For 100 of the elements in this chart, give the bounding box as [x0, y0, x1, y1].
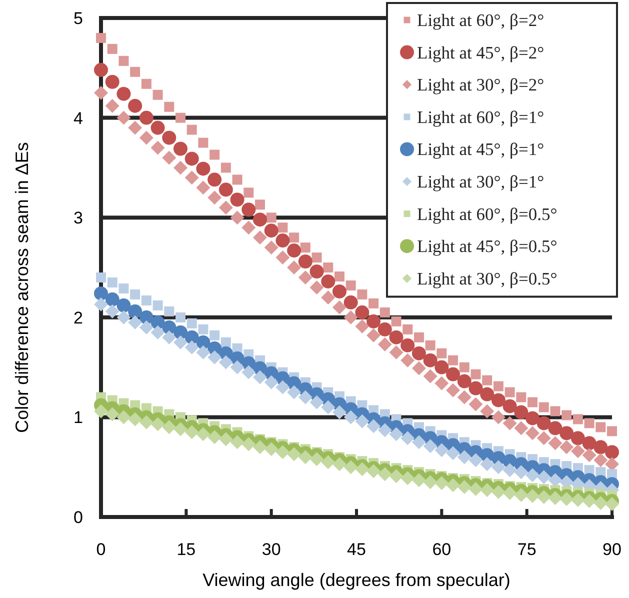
point: [526, 411, 540, 426]
point: [355, 305, 370, 320]
point: [118, 283, 129, 294]
point: [230, 210, 244, 225]
point: [491, 410, 506, 424]
point: [482, 375, 492, 386]
point: [344, 310, 358, 324]
point: [252, 440, 267, 454]
point: [446, 367, 460, 382]
point: [457, 374, 472, 388]
point: [173, 422, 188, 436]
x-tick-label: 0: [96, 540, 106, 559]
point: [173, 160, 188, 175]
point: [412, 361, 426, 376]
point: [141, 78, 152, 89]
y-tick-label: 1: [74, 408, 83, 428]
point: [423, 353, 438, 368]
point: [276, 234, 290, 248]
point: [128, 315, 142, 330]
point: [400, 431, 415, 446]
point: [310, 264, 324, 278]
point: [116, 110, 131, 125]
point: [162, 330, 176, 344]
point: [412, 473, 426, 488]
point: [425, 340, 436, 350]
y-tick-label: 2: [74, 308, 83, 328]
y-axis-title: Color difference across seam in ΔEs: [12, 142, 32, 433]
point: [584, 418, 594, 428]
point: [538, 402, 549, 412]
point: [218, 200, 233, 215]
point: [254, 200, 265, 210]
point: [244, 188, 254, 198]
point: [310, 395, 324, 410]
point: [423, 439, 438, 454]
point: [242, 437, 256, 452]
point: [596, 422, 606, 432]
point: [94, 62, 108, 77]
point: [346, 280, 356, 290]
point: [184, 425, 199, 440]
point: [196, 345, 210, 360]
point: [139, 415, 154, 430]
point: [434, 376, 449, 390]
point: [196, 162, 210, 176]
point: [570, 493, 585, 508]
point: [502, 416, 517, 430]
point: [526, 468, 540, 482]
point: [150, 140, 165, 155]
point: [480, 404, 494, 418]
point: [139, 320, 154, 334]
point: [605, 497, 619, 512]
point: [196, 427, 210, 442]
point: [493, 381, 504, 392]
point: [118, 56, 129, 66]
point: [548, 421, 562, 436]
y-tick-label: 0: [74, 508, 83, 527]
y-tick-label: 3: [74, 208, 83, 228]
point: [355, 319, 370, 334]
point: [548, 473, 562, 488]
point: [128, 412, 142, 426]
point: [321, 455, 336, 470]
point: [218, 355, 233, 370]
x-tick-label: 90: [602, 540, 622, 559]
point: [562, 410, 572, 420]
point: [468, 381, 483, 396]
point: [491, 393, 506, 408]
point: [446, 383, 460, 398]
point: [457, 390, 472, 404]
point: [514, 405, 528, 420]
point: [436, 348, 447, 358]
point: [344, 295, 358, 310]
point: [355, 462, 370, 476]
point: [164, 306, 174, 316]
point: [332, 300, 346, 314]
point: [582, 494, 596, 508]
point: [139, 130, 154, 145]
point: [423, 475, 438, 490]
point: [528, 397, 538, 408]
point: [287, 244, 302, 258]
point: [298, 254, 312, 269]
point: [550, 406, 560, 416]
point: [400, 353, 415, 368]
point: [298, 390, 312, 404]
point: [332, 284, 346, 298]
point: [300, 242, 310, 253]
x-tick-label: 60: [432, 540, 452, 559]
point: [230, 192, 244, 207]
point: [514, 421, 528, 436]
point: [186, 318, 197, 328]
point: [480, 387, 494, 402]
point: [502, 486, 517, 500]
point: [218, 432, 233, 446]
point: [582, 448, 596, 462]
point: [366, 314, 381, 328]
point: [321, 290, 336, 304]
point: [116, 86, 131, 101]
point: [276, 380, 290, 394]
point: [278, 222, 288, 233]
point: [96, 272, 106, 282]
point: [252, 370, 267, 384]
point: [480, 457, 494, 472]
